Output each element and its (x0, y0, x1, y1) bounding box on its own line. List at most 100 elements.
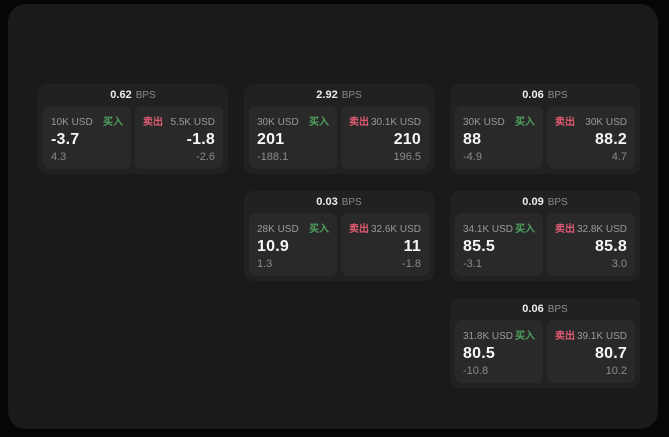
bps-unit-label: BPS (341, 89, 362, 101)
buy-change: -188.1 (257, 151, 289, 163)
sell-change: -2.6 (196, 151, 215, 163)
bps-unit-label: BPS (547, 89, 568, 101)
spread-bps-value: 0.03 (316, 196, 338, 208)
sell-panel-top: 卖出 30.1K USD (349, 113, 421, 128)
card-header: 0.06 BPS (450, 84, 640, 106)
buy-panel[interactable]: 31.8K USD 买入 80.5 -10.8 (455, 320, 543, 383)
quote-card: 0.06 BPS 30K USD 买入 88 -4.9 卖出 30K USD (450, 84, 640, 174)
buy-panel-top: 31.8K USD 买入 (463, 327, 535, 342)
spread-bps-value: 2.92 (316, 89, 338, 101)
buy-price: 10.9 (257, 238, 289, 255)
quote-card: 2.92 BPS 30K USD 买入 201 -188.1 卖出 30.1K … (244, 84, 434, 174)
sell-panel-top: 卖出 32.8K USD (555, 220, 627, 235)
sell-side-label: 卖出 (349, 117, 369, 128)
sell-change: 10.2 (605, 365, 627, 377)
sell-change: -1.8 (402, 258, 421, 270)
sell-size: 32.6K USD (370, 224, 421, 235)
buy-panel-top: 30K USD 买入 (463, 113, 535, 128)
quote-card: 0.06 BPS 31.8K USD 买入 80.5 -10.8 卖出 39.1… (450, 298, 640, 388)
sell-panel-top: 卖出 5.5K USD (143, 113, 215, 128)
spread-bps-value: 0.09 (522, 196, 544, 208)
sell-change: 3.0 (611, 258, 627, 270)
spread-bps-value: 0.62 (110, 89, 132, 101)
quote-card: 0.03 BPS 28K USD 买入 10.9 1.3 卖出 32.6K US… (244, 191, 434, 281)
buy-size: 30K USD (463, 117, 505, 128)
buy-panel[interactable]: 10K USD 买入 -3.7 4.3 (43, 106, 131, 169)
quote-panels: 30K USD 买入 201 -188.1 卖出 30.1K USD 210 1… (244, 106, 434, 174)
buy-change: 4.3 (51, 151, 67, 163)
sell-price: 80.7 (595, 345, 627, 362)
buy-side-label: 买入 (309, 224, 329, 235)
buy-change: -3.1 (463, 258, 482, 270)
buy-panel[interactable]: 30K USD 买入 88 -4.9 (455, 106, 543, 169)
bps-unit-label: BPS (341, 196, 362, 208)
buy-side-label: 买入 (515, 117, 535, 128)
buy-change: -4.9 (463, 151, 482, 163)
sell-panel[interactable]: 卖出 5.5K USD -1.8 -2.6 (135, 106, 223, 169)
sell-change: 4.7 (611, 151, 627, 163)
sell-change: 196.5 (393, 151, 421, 163)
buy-panel[interactable]: 28K USD 买入 10.9 1.3 (249, 213, 337, 276)
buy-price: 201 (257, 131, 285, 148)
buy-panel[interactable]: 34.1K USD 买入 85.5 -3.1 (455, 213, 543, 276)
sell-panel[interactable]: 卖出 30.1K USD 210 196.5 (341, 106, 429, 169)
bps-unit-label: BPS (547, 303, 568, 315)
card-header: 2.92 BPS (244, 84, 434, 106)
sell-price: 11 (403, 238, 421, 255)
sell-panel[interactable]: 卖出 32.6K USD 11 -1.8 (341, 213, 429, 276)
buy-size: 28K USD (257, 224, 299, 235)
sell-panel[interactable]: 卖出 30K USD 88.2 4.7 (547, 106, 635, 169)
quote-panels: 34.1K USD 买入 85.5 -3.1 卖出 32.8K USD 85.8… (450, 213, 640, 281)
sell-side-label: 卖出 (143, 117, 163, 128)
buy-side-label: 买入 (515, 224, 535, 235)
buy-price: 88 (463, 131, 482, 148)
card-header: 0.62 BPS (38, 84, 228, 106)
buy-change: -10.8 (463, 365, 489, 377)
quote-card: 0.62 BPS 10K USD 买入 -3.7 4.3 卖出 5.5K USD (38, 84, 228, 174)
card-header: 0.03 BPS (244, 191, 434, 213)
quote-panels: 31.8K USD 买入 80.5 -10.8 卖出 39.1K USD 80.… (450, 320, 640, 388)
buy-price: 80.5 (463, 345, 495, 362)
sell-size: 39.1K USD (576, 331, 627, 342)
spread-bps-value: 0.06 (522, 303, 544, 315)
buy-panel-top: 28K USD 买入 (257, 220, 329, 235)
sell-panel-top: 卖出 30K USD (555, 113, 627, 128)
buy-panel[interactable]: 30K USD 买入 201 -188.1 (249, 106, 337, 169)
buy-price: -3.7 (51, 131, 80, 148)
buy-panel-top: 10K USD 买入 (51, 113, 123, 128)
sell-side-label: 卖出 (555, 331, 575, 342)
sell-panel[interactable]: 卖出 39.1K USD 80.7 10.2 (547, 320, 635, 383)
quote-card: 0.09 BPS 34.1K USD 买入 85.5 -3.1 卖出 32.8K… (450, 191, 640, 281)
sell-side-label: 卖出 (555, 224, 575, 235)
sell-size: 5.5K USD (170, 117, 215, 128)
sell-price: 88.2 (595, 131, 627, 148)
sell-price: -1.8 (186, 131, 215, 148)
buy-side-label: 买入 (103, 117, 123, 128)
app-surface: 0.62 BPS 10K USD 买入 -3.7 4.3 卖出 5.5K USD (8, 4, 658, 429)
bps-unit-label: BPS (547, 196, 568, 208)
buy-size: 31.8K USD (463, 331, 514, 342)
bps-unit-label: BPS (135, 89, 156, 101)
quote-cards-grid: 0.62 BPS 10K USD 买入 -3.7 4.3 卖出 5.5K USD (38, 84, 640, 388)
buy-size: 10K USD (51, 117, 93, 128)
sell-price: 210 (393, 131, 421, 148)
sell-panel-top: 卖出 39.1K USD (555, 327, 627, 342)
buy-size: 30K USD (257, 117, 299, 128)
buy-side-label: 买入 (515, 331, 535, 342)
spread-bps-value: 0.06 (522, 89, 544, 101)
card-header: 0.06 BPS (450, 298, 640, 320)
buy-price: 85.5 (463, 238, 495, 255)
quote-panels: 30K USD 买入 88 -4.9 卖出 30K USD 88.2 4.7 (450, 106, 640, 174)
buy-size: 34.1K USD (463, 224, 514, 235)
quote-panels: 28K USD 买入 10.9 1.3 卖出 32.6K USD 11 -1.8 (244, 213, 434, 281)
sell-side-label: 卖出 (349, 224, 369, 235)
card-header: 0.09 BPS (450, 191, 640, 213)
sell-panel[interactable]: 卖出 32.8K USD 85.8 3.0 (547, 213, 635, 276)
sell-price: 85.8 (595, 238, 627, 255)
buy-panel-top: 30K USD 买入 (257, 113, 329, 128)
buy-side-label: 买入 (309, 117, 329, 128)
sell-side-label: 卖出 (555, 117, 575, 128)
quote-panels: 10K USD 买入 -3.7 4.3 卖出 5.5K USD -1.8 -2.… (38, 106, 228, 174)
sell-size: 30K USD (585, 117, 627, 128)
sell-panel-top: 卖出 32.6K USD (349, 220, 421, 235)
